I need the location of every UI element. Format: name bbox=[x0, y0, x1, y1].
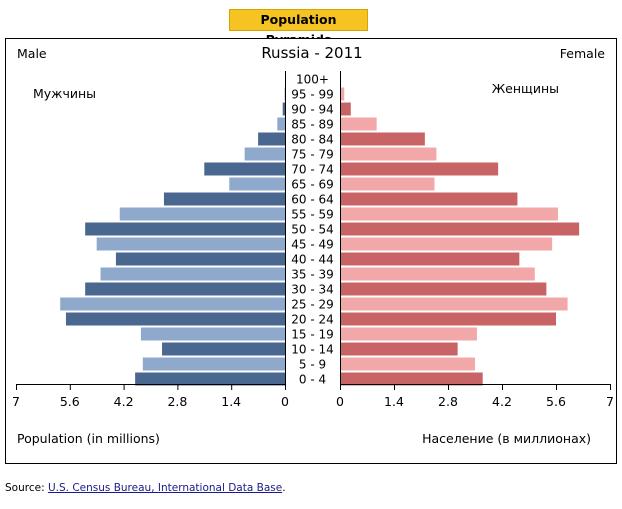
age-group-label: 85 - 89 bbox=[291, 118, 334, 132]
age-group-label: 90 - 94 bbox=[291, 103, 334, 117]
male-axis-tick-label: 0 bbox=[281, 394, 289, 409]
page-title-badge: Population Pyramids bbox=[229, 9, 368, 47]
age-group-label: 95 - 99 bbox=[291, 88, 334, 102]
male-bar bbox=[258, 132, 285, 146]
male-bar bbox=[142, 357, 285, 371]
female-bar bbox=[340, 132, 425, 146]
age-group-label: 35 - 39 bbox=[291, 268, 334, 282]
male-bar bbox=[229, 177, 285, 191]
source-note: Source: U.S. Census Bureau, Internationa… bbox=[5, 482, 286, 494]
female-bar bbox=[340, 327, 477, 341]
source-suffix: . bbox=[282, 482, 286, 494]
age-group-label: 5 - 9 bbox=[299, 358, 326, 372]
male-bar bbox=[100, 267, 286, 281]
age-group-label: 70 - 74 bbox=[291, 163, 334, 177]
male-label: Male bbox=[17, 46, 47, 61]
male-bar bbox=[163, 192, 285, 206]
age-group-label: 60 - 64 bbox=[291, 193, 334, 207]
female-bar bbox=[340, 372, 483, 386]
female-bar bbox=[340, 342, 458, 356]
female-bar bbox=[340, 237, 553, 251]
male-bar bbox=[96, 237, 285, 251]
female-axis-tick-label: 7 bbox=[606, 394, 614, 409]
source-link[interactable]: U.S. Census Bureau, International Data B… bbox=[47, 482, 283, 494]
female-bar bbox=[340, 297, 568, 311]
female-bar bbox=[340, 312, 556, 326]
male-bar bbox=[140, 327, 285, 341]
female-label-ru: Женщины bbox=[492, 81, 559, 96]
female-axis-tick-label: 4.2 bbox=[492, 394, 512, 409]
female-bar bbox=[340, 222, 580, 236]
axes: 7 5.6 4.2 2.8 1.4 0 0 1.4 2.8 4.2 5.6 7 bbox=[12, 71, 614, 409]
female-bar bbox=[340, 177, 435, 191]
male-bar bbox=[85, 222, 286, 236]
age-group-label: 55 - 59 bbox=[291, 208, 334, 222]
age-group-label: 50 - 54 bbox=[291, 223, 334, 237]
age-group-label: 45 - 49 bbox=[291, 238, 334, 252]
female-bar bbox=[340, 102, 351, 116]
female-axis-tick-label: 1.4 bbox=[384, 394, 404, 409]
source-prefix: Source: bbox=[5, 482, 48, 494]
male-bar bbox=[135, 372, 285, 386]
male-axis-tick-label: 1.4 bbox=[221, 394, 241, 409]
female-bar bbox=[340, 267, 535, 281]
male-bar bbox=[60, 297, 285, 311]
left-axis-title: Population (in millions) bbox=[17, 431, 160, 446]
age-group-label: 30 - 34 bbox=[291, 283, 334, 297]
male-bars bbox=[60, 87, 286, 386]
female-bar bbox=[340, 357, 475, 371]
male-bar bbox=[115, 252, 286, 266]
female-bar bbox=[340, 162, 499, 176]
age-group-label: 65 - 69 bbox=[291, 178, 334, 192]
age-group-label: 20 - 24 bbox=[291, 313, 334, 327]
female-bar bbox=[340, 117, 377, 131]
age-group-label: 25 - 29 bbox=[291, 298, 334, 312]
female-bar bbox=[340, 282, 547, 296]
female-axis-tick-label: 0 bbox=[336, 394, 344, 409]
age-group-label: 40 - 44 bbox=[291, 253, 334, 267]
female-bar bbox=[340, 192, 518, 206]
female-label: Female bbox=[560, 46, 606, 61]
pyramid-chart-frame: 100+ 95 - 99 90 - 94 85 - 89 80 - 84 75 - 79 7… bbox=[5, 38, 617, 464]
male-bar bbox=[162, 342, 285, 356]
male-axis-tick-label: 2.8 bbox=[167, 394, 187, 409]
male-bar bbox=[119, 207, 285, 221]
age-group-label: 75 - 79 bbox=[291, 148, 334, 162]
age-group-label: 0 - 4 bbox=[299, 373, 326, 387]
female-bar bbox=[340, 252, 520, 266]
male-bar bbox=[204, 162, 285, 176]
female-bar bbox=[340, 147, 437, 161]
age-group-label: 15 - 19 bbox=[291, 328, 334, 342]
male-axis-tick-label: 5.6 bbox=[60, 394, 80, 409]
age-group-label: 10 - 14 bbox=[291, 343, 334, 357]
chart-title: Russia - 2011 bbox=[261, 44, 362, 62]
age-group-label: 100+ bbox=[296, 73, 329, 87]
right-axis-title: Население (в миллионах) bbox=[422, 431, 591, 446]
male-bar bbox=[244, 147, 285, 161]
female-bars bbox=[340, 72, 580, 386]
male-bar bbox=[85, 282, 286, 296]
male-label-ru: Мужчины bbox=[33, 86, 96, 101]
female-axis-tick-label: 5.6 bbox=[546, 394, 566, 409]
male-axis-tick-label: 7 bbox=[12, 394, 20, 409]
male-bar bbox=[277, 117, 285, 131]
male-bar bbox=[65, 312, 285, 326]
female-axis-tick-label: 2.8 bbox=[438, 394, 458, 409]
female-bar bbox=[340, 207, 558, 221]
female-bar bbox=[340, 87, 345, 101]
age-group-label: 80 - 84 bbox=[291, 133, 334, 147]
male-bar bbox=[282, 102, 285, 116]
male-axis-tick-label: 4.2 bbox=[114, 394, 134, 409]
